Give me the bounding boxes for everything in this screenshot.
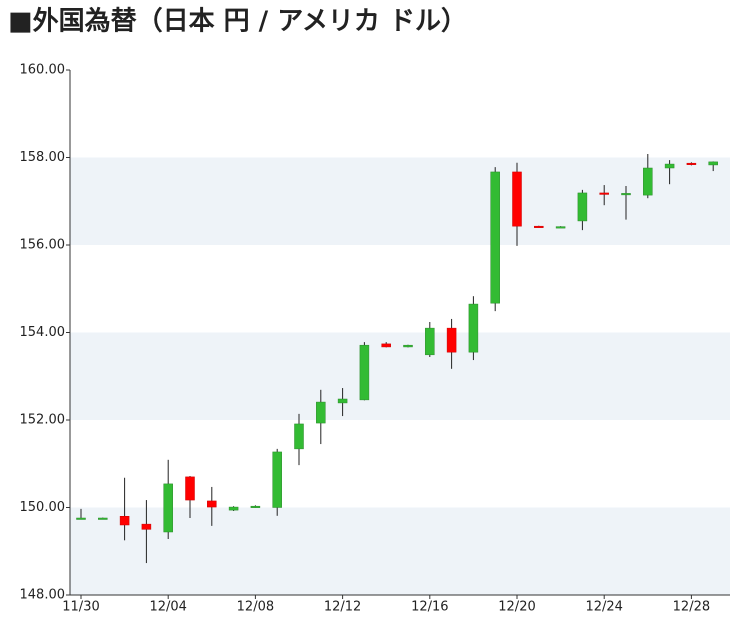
- x-tick-label: 12/28: [673, 600, 710, 615]
- grid-band: [70, 507, 730, 595]
- candle-body: [446, 327, 457, 353]
- candle-body: [359, 344, 370, 401]
- y-tick-label: 152.00: [20, 413, 66, 428]
- candle-body: [534, 225, 544, 228]
- x-tick-label: 11/30: [62, 600, 99, 615]
- candle-body: [98, 517, 108, 520]
- candle-body: [141, 523, 152, 530]
- candle-body: [76, 517, 86, 520]
- chart-title: ■外国為替（日本 円 / アメリカ ドル）: [8, 7, 467, 37]
- candle-body: [228, 506, 239, 511]
- candle-body: [185, 476, 195, 501]
- candle-body: [337, 398, 348, 404]
- candle-body: [316, 401, 326, 424]
- candle-body: [272, 451, 282, 508]
- candle-body: [381, 343, 391, 348]
- candle-body: [250, 505, 261, 508]
- y-tick-label: 156.00: [20, 238, 66, 253]
- candle-body: [708, 161, 718, 166]
- candle-body: [621, 193, 631, 196]
- y-tick-label: 148.00: [20, 588, 66, 603]
- grid-band: [70, 157, 730, 245]
- x-tick-label: 12/12: [324, 600, 361, 615]
- x-tick-label: 12/04: [149, 600, 186, 615]
- candle-body: [555, 226, 566, 229]
- candle-body: [577, 192, 588, 222]
- candle-body: [119, 516, 130, 526]
- candle-body: [468, 303, 479, 353]
- y-tick-label: 154.00: [20, 325, 66, 340]
- y-tick-label: 160.00: [20, 63, 66, 78]
- x-tick-label: 12/16: [411, 600, 448, 615]
- y-tick-label: 150.00: [20, 500, 66, 515]
- candle-body: [599, 192, 609, 195]
- candle-body: [425, 327, 435, 356]
- x-tick-label: 12/24: [585, 600, 622, 615]
- candle-body: [664, 163, 675, 169]
- candle-body: [207, 500, 217, 508]
- y-tick-label: 158.00: [20, 150, 66, 165]
- grid-band: [70, 332, 730, 420]
- candle-body: [403, 344, 413, 348]
- x-tick-label: 12/08: [237, 600, 274, 615]
- x-tick-label: 12/20: [498, 600, 535, 615]
- candle-body: [643, 167, 653, 196]
- candle-body: [163, 483, 173, 533]
- candle-body: [490, 171, 500, 304]
- candle-body: [294, 423, 304, 450]
- candle-body: [512, 171, 522, 227]
- candle-body: [686, 162, 697, 165]
